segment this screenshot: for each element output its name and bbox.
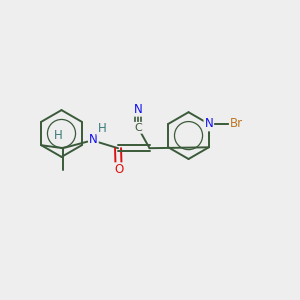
Text: H: H <box>54 129 63 142</box>
Text: N: N <box>134 103 142 116</box>
Text: C: C <box>134 123 142 133</box>
Text: N: N <box>204 117 213 130</box>
Text: O: O <box>114 163 123 176</box>
Text: N: N <box>89 133 98 146</box>
Text: Br: Br <box>230 117 243 130</box>
Text: H: H <box>98 122 106 135</box>
